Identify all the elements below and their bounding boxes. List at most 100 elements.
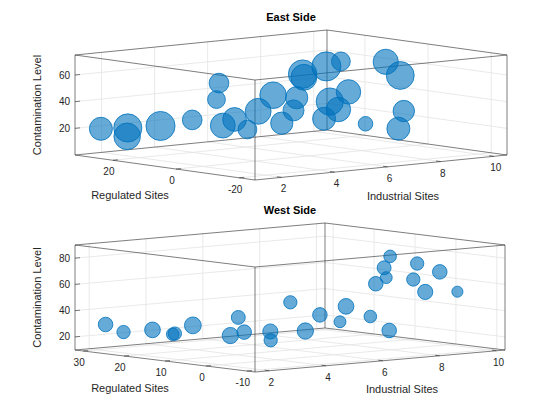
box-edge: [255, 267, 256, 372]
box-edge: [75, 55, 76, 155]
tick: [330, 171, 335, 173]
tick: [75, 310, 80, 311]
ticks: 246810-10010203020406080: [59, 253, 505, 388]
bubble: [313, 308, 328, 323]
tick: [113, 159, 118, 161]
bubble: [271, 112, 293, 134]
y-axis-label: Regulated Sites: [91, 189, 169, 201]
x-tick-label: 6: [387, 173, 393, 184]
wall: [325, 223, 505, 350]
tick: [75, 127, 80, 128]
bubble: [387, 117, 410, 140]
bubble: [369, 276, 384, 291]
grid-line: [327, 50, 507, 75]
grid-line: [165, 339, 415, 361]
grid: [75, 224, 505, 371]
grid-line: [239, 153, 491, 178]
box-edge: [327, 130, 507, 155]
panel: 246810-20020204060Industrial SitesRegula…: [31, 11, 507, 202]
grid-line: [333, 224, 334, 329]
tick: [75, 101, 80, 103]
bubbles: [98, 250, 463, 347]
z-axis-label: Contamination Level: [31, 55, 43, 155]
tick: [247, 370, 252, 371]
bubble: [168, 327, 181, 340]
bubble: [284, 296, 297, 309]
grid-line: [325, 315, 505, 337]
z-tick-label: 60: [59, 279, 71, 290]
tick: [489, 155, 494, 157]
grid-line: [102, 152, 282, 177]
z-tick-label: 40: [59, 305, 71, 316]
grid-line: [415, 234, 416, 339]
x-tick-label: 10: [490, 162, 502, 173]
tick: [265, 370, 270, 372]
tick: [239, 177, 244, 179]
box-edge: [255, 350, 505, 372]
box-edge: [75, 223, 325, 245]
bubble: [297, 323, 313, 339]
grid-line: [75, 262, 325, 284]
bubble: [407, 273, 420, 286]
tick: [277, 176, 282, 178]
grid-line: [75, 315, 325, 337]
tick: [165, 360, 170, 361]
bubble: [231, 310, 245, 324]
bubble: [382, 323, 397, 338]
tick: [75, 283, 80, 284]
x-tick-label: 2: [268, 377, 274, 388]
grid-line: [259, 229, 260, 334]
grid: [75, 31, 507, 177]
x-tick-label: 8: [439, 362, 445, 373]
y-tick-label: -10: [236, 377, 251, 388]
bubble: [117, 325, 130, 338]
x-tick-label: 10: [493, 357, 505, 368]
x-tick-label: 2: [281, 183, 287, 194]
chart-root: 246810-20020204060Industrial SitesRegula…: [0, 0, 560, 420]
z-tick-label: 60: [59, 70, 71, 81]
grid-line: [202, 234, 203, 339]
walls: [75, 223, 505, 372]
box-edge: [75, 245, 76, 350]
bubble: [98, 317, 113, 332]
x-axis-label: Industrial Sites: [367, 190, 440, 202]
y-tick-label: 20: [103, 166, 115, 177]
bubble: [288, 60, 316, 88]
bubble: [209, 73, 229, 93]
box-edge: [75, 130, 327, 155]
bubble: [358, 116, 373, 131]
x-tick-label: 6: [382, 367, 388, 378]
grid-line: [207, 42, 208, 142]
grid-line: [496, 244, 497, 349]
bubble: [326, 97, 350, 121]
box-edge: [255, 155, 507, 180]
tick: [378, 360, 383, 362]
box: [75, 30, 507, 180]
y-axis-label: Regulated Sites: [91, 382, 169, 394]
x-tick-label: 8: [440, 168, 446, 179]
ticks: 246810-20020204060: [59, 70, 502, 195]
bubble: [210, 113, 235, 138]
box-edge: [75, 55, 255, 80]
grid-line: [327, 103, 507, 128]
tick: [322, 365, 327, 367]
x-tick-label: 4: [325, 372, 331, 383]
y-tick-label: 0: [169, 175, 175, 186]
tick: [435, 355, 440, 357]
tick: [124, 355, 129, 356]
tick: [206, 365, 211, 366]
panel: 246810-10010203020406080Industrial Sites…: [31, 204, 505, 395]
z-tick-label: 20: [59, 331, 71, 342]
z-axis-label: Contamination Level: [31, 247, 43, 347]
bubble: [452, 286, 463, 297]
box-edge: [75, 155, 255, 180]
tick: [436, 160, 441, 162]
bubble: [222, 327, 238, 343]
z-tick-label: 40: [59, 96, 71, 107]
box-edge: [325, 223, 505, 245]
tick: [75, 74, 80, 76]
grid-line: [206, 344, 456, 366]
title: West Side: [264, 204, 316, 216]
x-axis-label: Industrial Sites: [366, 383, 439, 395]
grid-line: [491, 53, 492, 153]
